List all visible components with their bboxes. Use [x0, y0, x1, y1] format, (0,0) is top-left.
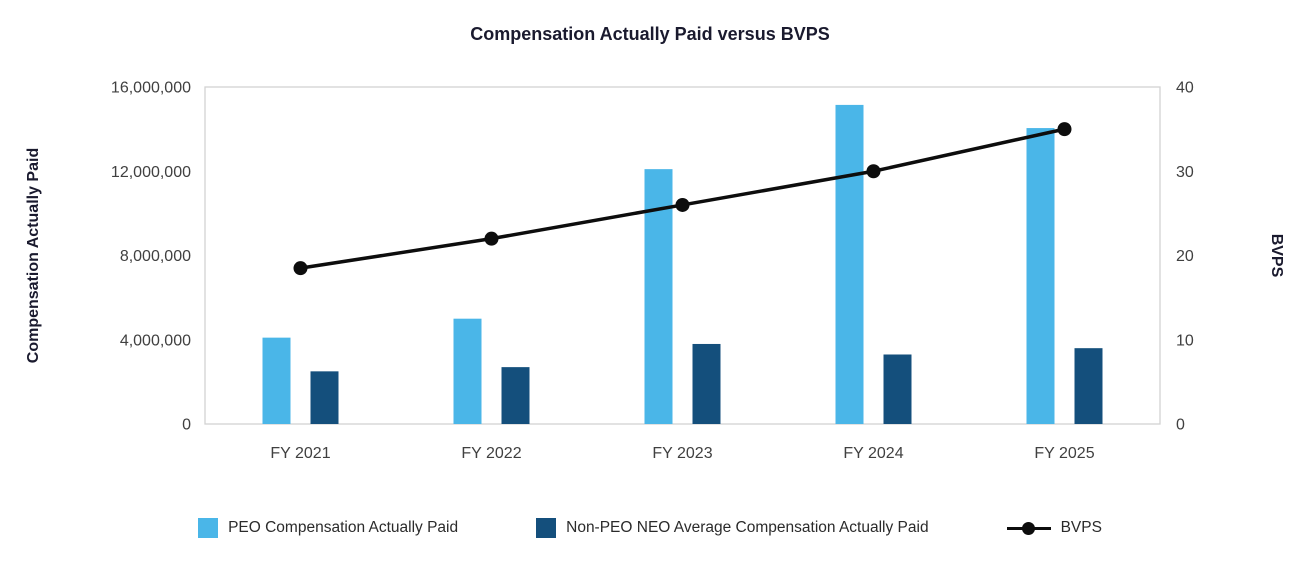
legend-label-peo: PEO Compensation Actually Paid [228, 519, 459, 536]
svg-text:40: 40 [1176, 80, 1194, 97]
peo-series-swatch-icon [198, 518, 219, 538]
chart-legend: PEO Compensation Actually Paid Non-PEO N… [0, 518, 1300, 538]
non-peo-series-swatch-icon [536, 518, 557, 538]
svg-text:30: 30 [1176, 164, 1194, 181]
svg-text:10: 10 [1176, 332, 1194, 349]
svg-text:16,000,000: 16,000,000 [111, 80, 191, 97]
svg-text:Compensation Actually Paid: Compensation Actually Paid [25, 148, 42, 363]
bvps-line-marker-icon [1006, 518, 1051, 538]
svg-text:8,000,000: 8,000,000 [120, 248, 191, 265]
svg-text:12,000,000: 12,000,000 [111, 164, 191, 181]
svg-text:FY 2023: FY 2023 [652, 445, 712, 462]
svg-text:FY 2021: FY 2021 [270, 445, 330, 462]
svg-text:0: 0 [182, 417, 191, 434]
legend-item-bvps: BVPS [1006, 518, 1102, 538]
svg-text:FY 2022: FY 2022 [461, 445, 521, 462]
svg-text:FY 2024: FY 2024 [843, 445, 903, 462]
legend-item-peo: PEO Compensation Actually Paid [198, 518, 458, 538]
legend-item-non-peo: Non-PEO NEO Average Compensation Actuall… [536, 518, 929, 538]
svg-text:0: 0 [1176, 417, 1185, 434]
chart-title: Compensation Actually Paid versus BVPS [470, 24, 830, 44]
svg-text:FY 2025: FY 2025 [1034, 445, 1094, 462]
legend-label-bvps: BVPS [1060, 519, 1102, 536]
legend-label-non-peo: Non-PEO NEO Average Compensation Actuall… [566, 519, 929, 536]
svg-text:4,000,000: 4,000,000 [120, 332, 191, 349]
svg-text:BVPS: BVPS [1268, 234, 1285, 278]
svg-text:20: 20 [1176, 248, 1194, 265]
